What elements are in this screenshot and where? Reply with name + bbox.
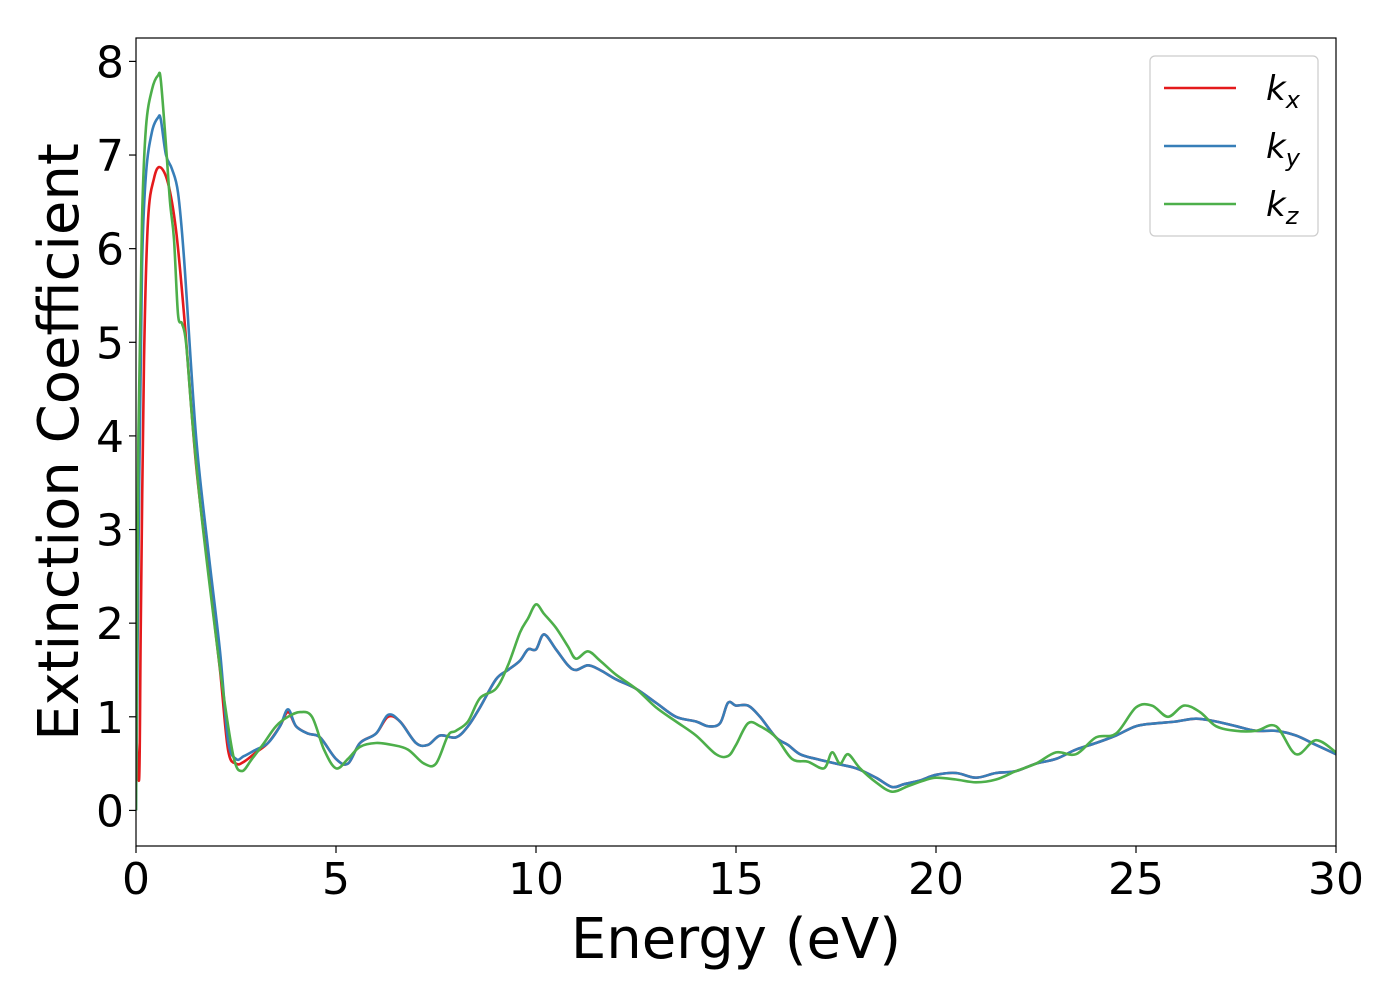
y-tick-label: 1 [96,693,124,744]
series-line-kx [136,165,1336,789]
x-tick-label: 30 [1308,854,1364,905]
y-tick-label: 7 [96,131,124,182]
x-axis: 0 5 10 15 20 25 30 [122,846,1364,905]
x-tick-label: 15 [708,854,764,905]
x-axis-title: Energy (eV) [571,907,901,972]
y-axis: 0 1 2 3 4 5 6 7 8 [96,37,136,837]
series-line-kz [136,71,1336,811]
y-tick-label: 2 [96,599,124,650]
x-tick-label: 10 [508,854,564,905]
x-tick-label: 5 [322,854,350,905]
y-tick-label: 6 [96,225,124,276]
x-tick-label: 0 [122,854,150,905]
x-tick-label: 20 [908,854,964,905]
series-layer [136,71,1336,811]
legend-subscript: y [1285,144,1301,172]
y-axis-title: Extinction Coefficient [27,143,92,741]
legend-subscript: x [1285,86,1301,114]
y-tick-label: 0 [96,786,124,837]
x-tick-label: 25 [1108,854,1164,905]
y-tick-label: 3 [96,506,124,557]
legend-subscript: z [1285,202,1300,230]
y-tick-label: 8 [96,37,124,88]
y-tick-label: 4 [96,412,124,463]
y-tick-label: 5 [96,318,124,369]
